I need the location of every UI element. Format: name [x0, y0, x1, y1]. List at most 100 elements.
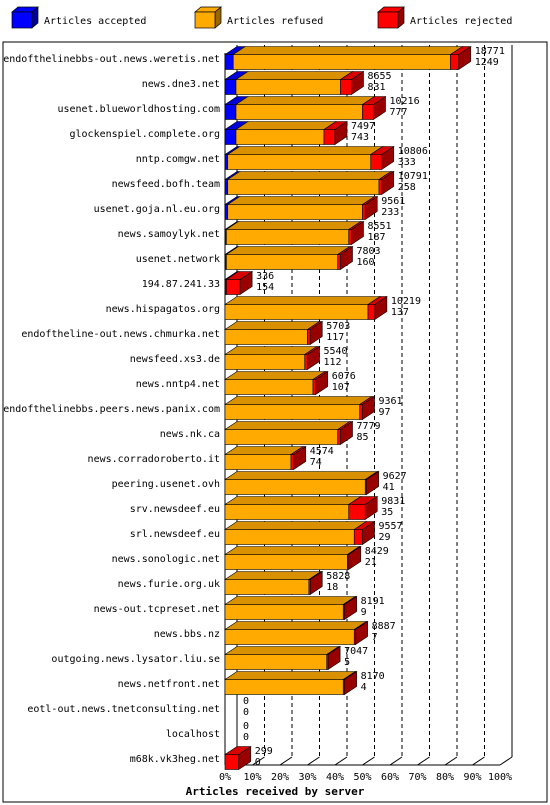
bar-segment-side: [458, 45, 472, 71]
bar-segment: [378, 179, 383, 195]
bar-segment-side: [344, 595, 357, 621]
bar-segment-top: [232, 46, 464, 55]
bar-segment: [353, 529, 363, 545]
bar-segment: [304, 354, 308, 370]
server-label: endoftheline-out.news.chmurka.net: [21, 329, 220, 340]
bar-segment: [224, 79, 237, 95]
server-label: news.bbs.nz: [154, 629, 220, 640]
bar-segment-top: [224, 596, 357, 605]
grid-floor-line: [444, 756, 458, 766]
value-label-total: 10216: [390, 96, 420, 107]
bar-segment: [290, 454, 295, 470]
x-tick-label: 0%: [219, 772, 231, 783]
value-label-total: 0: [243, 721, 249, 732]
bar-segment: [224, 379, 314, 395]
bar-segment-side: [344, 670, 357, 696]
bar-segment-top: [224, 621, 368, 630]
bar-segment-top: [224, 646, 340, 655]
server-label: eotl-out.news.tnetconsulting.net: [27, 704, 220, 715]
value-label-rejected: 333: [398, 157, 416, 168]
bar-segment: [224, 429, 339, 445]
bar-segment-side: [309, 320, 323, 346]
bar-segment: [224, 304, 369, 320]
bar-segment-top: [224, 421, 351, 430]
bar-segment-top: [224, 471, 379, 480]
bar-segment-top: [224, 521, 368, 530]
server-label: news.nntp4.net: [136, 379, 220, 390]
value-label-total: 10806: [398, 146, 428, 157]
bar-segment-top: [235, 96, 376, 105]
bar-segment-side: [362, 395, 375, 421]
server-label: 194.87.241.33: [142, 279, 220, 290]
bar-segment: [224, 204, 229, 220]
server-label: news.sonologic.net: [112, 554, 220, 565]
value-label-rejected: 74: [310, 457, 322, 468]
value-label-rejected: 0: [255, 757, 261, 768]
value-label-total: 5703: [326, 321, 350, 332]
legend-swatch: [194, 11, 216, 29]
bar-segment: [224, 404, 361, 420]
grid-floor-line: [362, 756, 375, 766]
server-label: endofthelinebbs.peers.news.panix.com: [3, 404, 220, 415]
bar-segment-side: [307, 345, 320, 371]
bar-segment-side: [381, 145, 395, 171]
bar-segment-top: [224, 571, 322, 580]
grid-floor-line: [252, 756, 265, 766]
bar-segment: [226, 279, 241, 295]
value-label-total: 7047: [344, 646, 368, 657]
value-label-rejected: 35: [381, 507, 393, 518]
bar-segment-side: [381, 170, 395, 196]
x-tick-label: 100%: [488, 772, 512, 783]
bar-segment-side: [364, 495, 378, 521]
bar-segment-side: [373, 95, 386, 121]
value-label-total: 299: [255, 746, 273, 757]
grid-floor-line: [417, 756, 430, 766]
server-label: glockenspiel.complete.org: [69, 129, 220, 140]
bar-segment: [224, 179, 229, 195]
value-label-rejected: 0: [243, 732, 249, 743]
value-label-rejected: 743: [351, 132, 369, 143]
bar-segment-side: [239, 270, 253, 296]
value-label-total: 6076: [332, 371, 356, 382]
value-label-total: 10791: [398, 171, 428, 182]
value-label-rejected: 107: [332, 382, 350, 393]
value-label-rejected: 187: [368, 232, 386, 243]
bar-segment: [224, 354, 306, 370]
bar-segment-side: [293, 445, 307, 471]
value-label-total: 9561: [381, 196, 405, 207]
server-label: news.dne3.net: [142, 79, 220, 90]
server-label: m68k.vk3heg.net: [130, 754, 220, 765]
bar-segment: [227, 154, 372, 170]
bar-segment: [224, 579, 310, 595]
value-label-total: 336: [256, 271, 274, 282]
value-label-total: 8429: [365, 546, 389, 557]
bar-segment: [224, 529, 355, 545]
bar-segment-top: [224, 546, 361, 555]
value-label-total: 8170: [361, 671, 385, 682]
server-label: newsfeed.bofh.team: [112, 179, 220, 190]
value-label-rejected: 7: [372, 632, 378, 643]
legend-swatch: [377, 11, 399, 29]
x-tick-label: 30%: [298, 772, 316, 783]
value-label-rejected: 41: [383, 482, 395, 493]
legend-label: Articles accepted: [44, 16, 146, 27]
bar-segment: [312, 379, 317, 395]
value-label-rejected: 18: [326, 582, 338, 593]
bar-segment: [224, 604, 344, 620]
value-label-total: 5540: [324, 346, 348, 357]
bar-segment-side: [340, 420, 353, 446]
bar-segment: [224, 504, 350, 520]
server-label: news.furie.org.uk: [118, 579, 220, 590]
bar-segment: [235, 129, 325, 145]
bar-segment-top: [224, 296, 381, 305]
value-label-total: 8191: [361, 596, 385, 607]
plot-area: endofthelinebbs-out.news.weretis.net news…: [2, 41, 548, 803]
value-label-rejected: 29: [379, 532, 391, 543]
bar-segment: [337, 429, 341, 445]
bar-segment: [367, 304, 376, 320]
bar-segment: [362, 104, 374, 120]
value-label-total: 7497: [351, 121, 375, 132]
x-tick-label: 90%: [463, 772, 481, 783]
server-labels: endofthelinebbs-out.news.weretis.net news…: [3, 54, 220, 765]
